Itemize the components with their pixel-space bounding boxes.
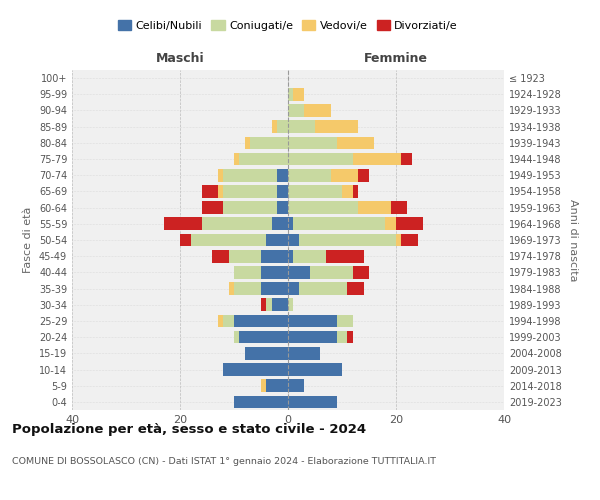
Text: Popolazione per età, sesso e stato civile - 2024: Popolazione per età, sesso e stato civil…: [12, 422, 366, 436]
Bar: [180, 234, 191, 246]
Bar: [223, 363, 288, 376]
Text: COMUNE DI BOSSOLASCO (CN) - Dati ISTAT 1° gennaio 2024 - Elaborazione TUTTITALIA: COMUNE DI BOSSOLASCO (CN) - Dati ISTAT 1…: [12, 458, 436, 466]
Bar: [310, 266, 353, 278]
Bar: [234, 396, 288, 408]
Bar: [272, 120, 277, 133]
Bar: [277, 169, 288, 181]
Bar: [234, 152, 239, 166]
Bar: [353, 266, 369, 278]
Bar: [245, 136, 250, 149]
Bar: [299, 234, 396, 246]
Legend: Celibi/Nubili, Coniugati/e, Vedovi/e, Divorziati/e: Celibi/Nubili, Coniugati/e, Vedovi/e, Di…: [113, 16, 463, 35]
Bar: [277, 185, 288, 198]
Bar: [202, 185, 218, 198]
Bar: [272, 218, 288, 230]
Bar: [304, 104, 331, 117]
Bar: [299, 282, 347, 295]
Bar: [202, 202, 223, 214]
Bar: [245, 347, 288, 360]
Bar: [288, 218, 293, 230]
Bar: [391, 202, 407, 214]
Bar: [358, 169, 369, 181]
Bar: [288, 363, 342, 376]
Bar: [218, 185, 223, 198]
Bar: [337, 314, 353, 328]
Bar: [385, 218, 396, 230]
Bar: [277, 202, 288, 214]
Bar: [293, 218, 385, 230]
Bar: [337, 136, 374, 149]
Bar: [239, 331, 288, 344]
Bar: [202, 218, 272, 230]
Bar: [337, 331, 347, 344]
Bar: [261, 266, 288, 278]
Bar: [288, 202, 358, 214]
Bar: [353, 185, 358, 198]
Bar: [261, 380, 266, 392]
Bar: [347, 331, 353, 344]
Bar: [261, 298, 266, 311]
Bar: [223, 202, 277, 214]
Y-axis label: Fasce di età: Fasce di età: [23, 207, 33, 273]
Bar: [396, 218, 423, 230]
Bar: [229, 250, 261, 262]
Bar: [288, 136, 337, 149]
Text: Femmine: Femmine: [364, 52, 428, 65]
Bar: [288, 331, 337, 344]
Bar: [288, 266, 310, 278]
Bar: [288, 104, 304, 117]
Bar: [234, 314, 288, 328]
Bar: [223, 314, 234, 328]
Bar: [401, 234, 418, 246]
Bar: [223, 185, 277, 198]
Bar: [288, 234, 299, 246]
Bar: [261, 250, 288, 262]
Bar: [212, 250, 229, 262]
Bar: [223, 169, 277, 181]
Bar: [261, 282, 288, 295]
Bar: [293, 88, 304, 101]
Bar: [401, 152, 412, 166]
Bar: [250, 136, 288, 149]
Bar: [288, 380, 304, 392]
Bar: [164, 218, 202, 230]
Bar: [288, 152, 353, 166]
Bar: [288, 282, 299, 295]
Bar: [288, 396, 337, 408]
Bar: [191, 234, 266, 246]
Bar: [342, 185, 353, 198]
Bar: [239, 152, 288, 166]
Bar: [266, 380, 288, 392]
Bar: [288, 169, 331, 181]
Bar: [277, 120, 288, 133]
Bar: [218, 169, 223, 181]
Bar: [315, 120, 358, 133]
Bar: [288, 250, 293, 262]
Bar: [288, 298, 293, 311]
Bar: [266, 298, 272, 311]
Bar: [288, 314, 337, 328]
Bar: [288, 120, 315, 133]
Y-axis label: Anni di nascita: Anni di nascita: [568, 198, 578, 281]
Bar: [229, 282, 234, 295]
Bar: [218, 314, 223, 328]
Text: Maschi: Maschi: [155, 52, 205, 65]
Bar: [396, 234, 401, 246]
Bar: [234, 282, 261, 295]
Bar: [358, 202, 391, 214]
Bar: [272, 298, 288, 311]
Bar: [326, 250, 364, 262]
Bar: [347, 282, 364, 295]
Bar: [234, 331, 239, 344]
Bar: [331, 169, 358, 181]
Bar: [288, 347, 320, 360]
Bar: [288, 185, 342, 198]
Bar: [288, 88, 293, 101]
Bar: [353, 152, 401, 166]
Bar: [266, 234, 288, 246]
Bar: [234, 266, 261, 278]
Bar: [293, 250, 326, 262]
